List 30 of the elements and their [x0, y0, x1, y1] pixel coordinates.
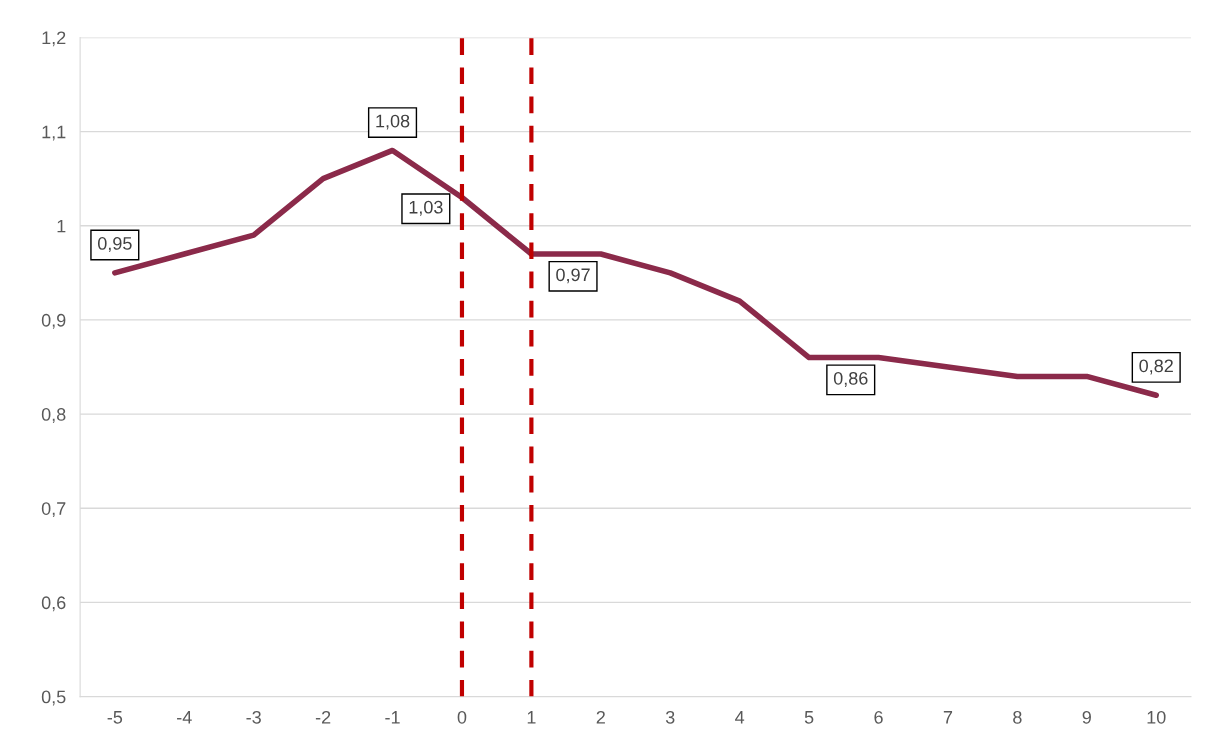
y-tick-label: 0,9: [41, 313, 66, 329]
x-tick-label: -1: [385, 711, 400, 724]
x-tick-label: 9: [1082, 710, 1091, 724]
x-tick-label: 10: [1147, 710, 1166, 724]
x-tick-label: 4: [735, 711, 745, 724]
x-tick-label: 8: [1013, 710, 1022, 724]
x-tick-label: 1: [527, 711, 536, 724]
data-label: 0,97: [556, 268, 590, 284]
x-tick-label: 6: [874, 710, 883, 724]
data-label: 1,08: [376, 114, 410, 130]
x-tick-label: 7: [943, 711, 953, 724]
data-label: 0,95: [97, 237, 132, 252]
x-tick-label: -4: [177, 711, 192, 724]
data-label: 1,03: [409, 200, 443, 216]
y-tick-label: 1: [57, 219, 66, 233]
y-tick-label: 0,6: [41, 596, 66, 612]
x-tick-label: 2: [596, 710, 605, 724]
x-tick-label: -3: [246, 710, 261, 724]
x-tick-label: -2: [315, 710, 331, 724]
y-tick-label: 0,5: [41, 690, 66, 706]
data-label: 0,86: [833, 371, 868, 387]
x-tick-label: 3: [665, 710, 675, 724]
x-tick-label: -5: [107, 711, 123, 724]
x-tick-label: 5: [804, 711, 814, 724]
y-tick-label: 0,8: [41, 408, 66, 423]
y-tick-label: 1,2: [42, 31, 66, 47]
y-tick-label: 1,1: [42, 125, 66, 141]
x-tick-label: 0: [457, 710, 467, 724]
data-label: 0,82: [1139, 359, 1173, 375]
y-tick-label: 0,7: [41, 502, 66, 518]
